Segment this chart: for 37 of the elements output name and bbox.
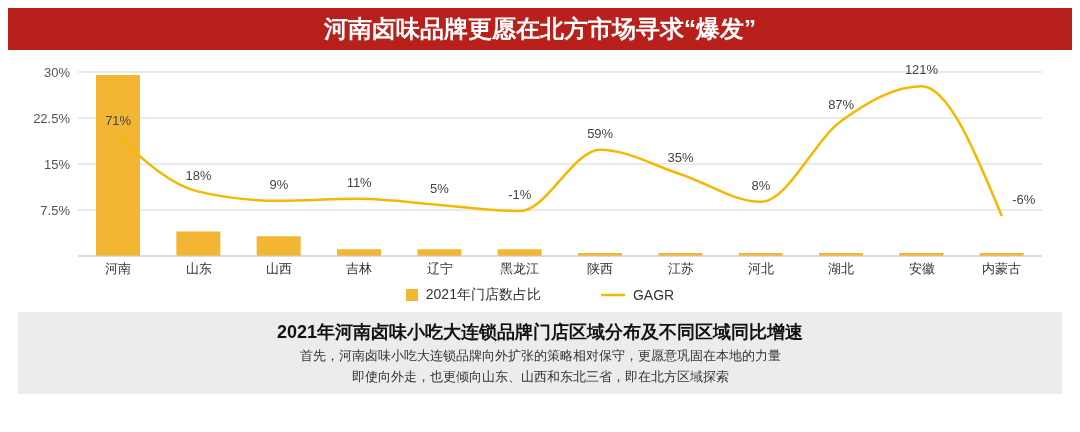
bar xyxy=(256,236,301,256)
x-tick-label: 山西 xyxy=(265,261,292,277)
bar xyxy=(96,75,140,256)
x-tick-label: 陕西 xyxy=(587,261,614,277)
legend-label: GAGR xyxy=(632,287,675,303)
data-label: 5% xyxy=(430,180,450,196)
text: 2021年河南卤味小吃大连锁品牌门店区域分布及不同区域同比增速 xyxy=(275,321,804,344)
legend-label: 2021年门店数占比 xyxy=(425,286,541,304)
x-tick-label: 内蒙古 xyxy=(982,261,1022,277)
data-label: 71% xyxy=(105,113,132,129)
text: 即使向外走，也更倾向山东、山西和东北三省，即在北方区域探索 xyxy=(350,368,730,386)
y-tick-label: 30% xyxy=(43,64,71,80)
x-tick-label: 黑龙江 xyxy=(500,261,540,277)
data-label: 18% xyxy=(185,167,212,183)
y-tick-label: 15% xyxy=(43,156,71,172)
data-label: 35% xyxy=(667,150,694,166)
x-tick-label: 辽宁 xyxy=(426,261,453,277)
data-label: -6% xyxy=(1012,192,1036,208)
data-label: -1% xyxy=(508,187,532,203)
data-label: 121% xyxy=(904,62,939,78)
data-label: 8% xyxy=(751,177,771,193)
x-tick-label: 山东 xyxy=(185,261,212,277)
bar xyxy=(176,231,221,256)
x-tick-label: 江苏 xyxy=(667,261,694,277)
x-tick-label: 安徽 xyxy=(908,261,935,277)
x-tick-label: 河北 xyxy=(747,261,774,277)
x-tick-label: 吉林 xyxy=(346,261,373,277)
text: 首先，河南卤味小吃大连锁品牌向外扩张的策略相对保守，更愿意巩固在本地的力量 xyxy=(298,347,782,365)
data-label: 9% xyxy=(269,176,289,192)
y-tick-label: 7.5% xyxy=(40,202,71,218)
x-tick-label: 河南 xyxy=(105,261,132,277)
data-label: 87% xyxy=(828,97,855,113)
x-tick-label: 湖北 xyxy=(828,261,855,277)
chart-title: 河南卤味品牌更愿在北方市场寻求“爆发” xyxy=(8,8,1072,50)
data-label: 59% xyxy=(587,125,614,141)
data-label: 11% xyxy=(346,174,373,190)
y-tick-label: 22.5% xyxy=(33,110,71,126)
